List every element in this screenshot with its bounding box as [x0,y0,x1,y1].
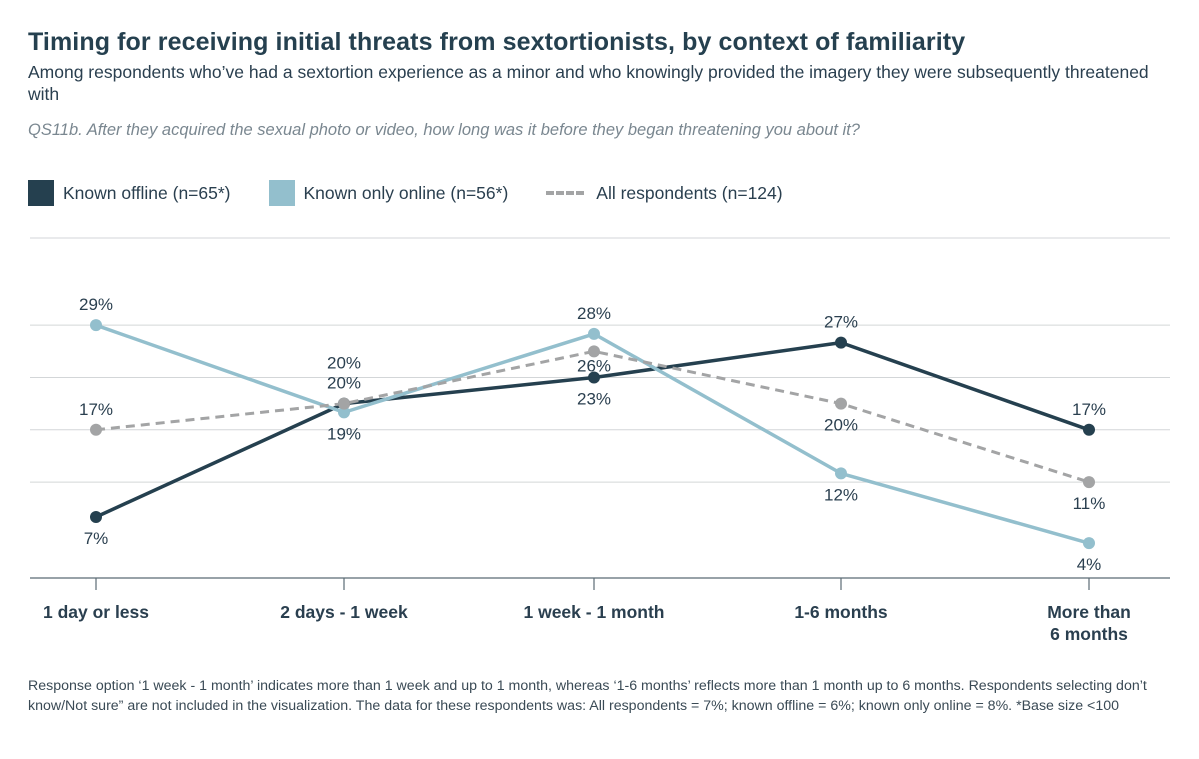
data-label-online-1: 19% [327,424,361,443]
x-tick-label-line: 6 months [1050,624,1128,644]
data-label-offline-0: 7% [84,529,109,548]
data-label-all-4: 11% [1073,494,1106,513]
point-all-4 [1083,476,1095,489]
point-offline-3 [835,336,847,349]
point-online-3 [835,467,847,480]
legend-item-offline: Known offline (n=65*) [28,180,231,206]
x-tick-label-4: More than 6 months [1047,602,1131,644]
x-tick-label-1: 2 days - 1 week [280,602,408,622]
x-tick-label-2: 1 week - 1 month [523,602,664,622]
legend-item-online: Known only online (n=56*) [268,180,509,206]
chart-title: Timing for receiving initial threats fro… [28,28,966,56]
data-label-offline-1: 20% [327,374,361,393]
point-all-0 [90,423,102,436]
point-offline-2 [588,371,600,384]
data-label-offline-2: 23% [577,389,611,408]
data-label-all-0: 17% [79,400,113,419]
series-line-all [95,349,1090,484]
data-label-online-0: 29% [79,295,113,314]
x-tick-label-line: 1 week - 1 month [523,602,664,622]
x-tick-label-line: More than [1047,602,1131,622]
legend-swatch-offline [28,180,54,206]
legend-label-offline: Known offline (n=65*) [63,182,231,203]
data-label-offline-3: 27% [824,313,858,332]
data-label-offline-4: 17% [1072,400,1106,419]
point-online-1 [338,406,350,419]
point-online-4 [1083,537,1095,550]
legend-item-all: All respondents (n=124) [546,182,783,204]
point-offline-4 [1083,423,1095,436]
data-label-online-4: 4% [1077,555,1102,574]
line-chart: 1 day or less 2 days - 1 week 1 week - 1 m… [30,237,1170,644]
data-label-all-1: 20% [327,354,361,373]
legend-swatch-online [268,180,295,206]
x-tick-label-line: 1 day or less [43,602,149,622]
point-all-3 [835,397,847,410]
data-label-online-2: 28% [577,304,611,323]
point-all-1 [338,397,350,410]
x-tick-label-line: 1-6 months [794,602,888,622]
footnote: Response option ‘1 week - 1 month’ indic… [28,678,1147,714]
survey-question: QS11b. After they acquired the sexual ph… [28,121,860,139]
legend-swatch-all [546,191,585,195]
legend-label-online: Known only online (n=56*) [303,182,509,203]
data-label-online-3: 12% [824,485,858,504]
data-label-all-3: 20% [824,416,858,435]
point-online-0 [90,319,102,332]
chart-subtitle: Among respondents who’ve had a sextortio… [28,62,1149,104]
x-tick-label-line: 2 days - 1 week [280,602,408,622]
legend-label-all: All respondents (n=124) [596,182,783,203]
legend: Known offline (n=65*) Known only online … [28,178,821,208]
x-tick-label-0: 1 day or less [43,602,149,622]
data-label-all-2: 26% [577,356,611,375]
point-offline-0 [90,510,102,523]
point-all-2 [588,345,600,358]
x-tick-label-3: 1-6 months [794,602,888,622]
point-online-2 [588,327,600,340]
